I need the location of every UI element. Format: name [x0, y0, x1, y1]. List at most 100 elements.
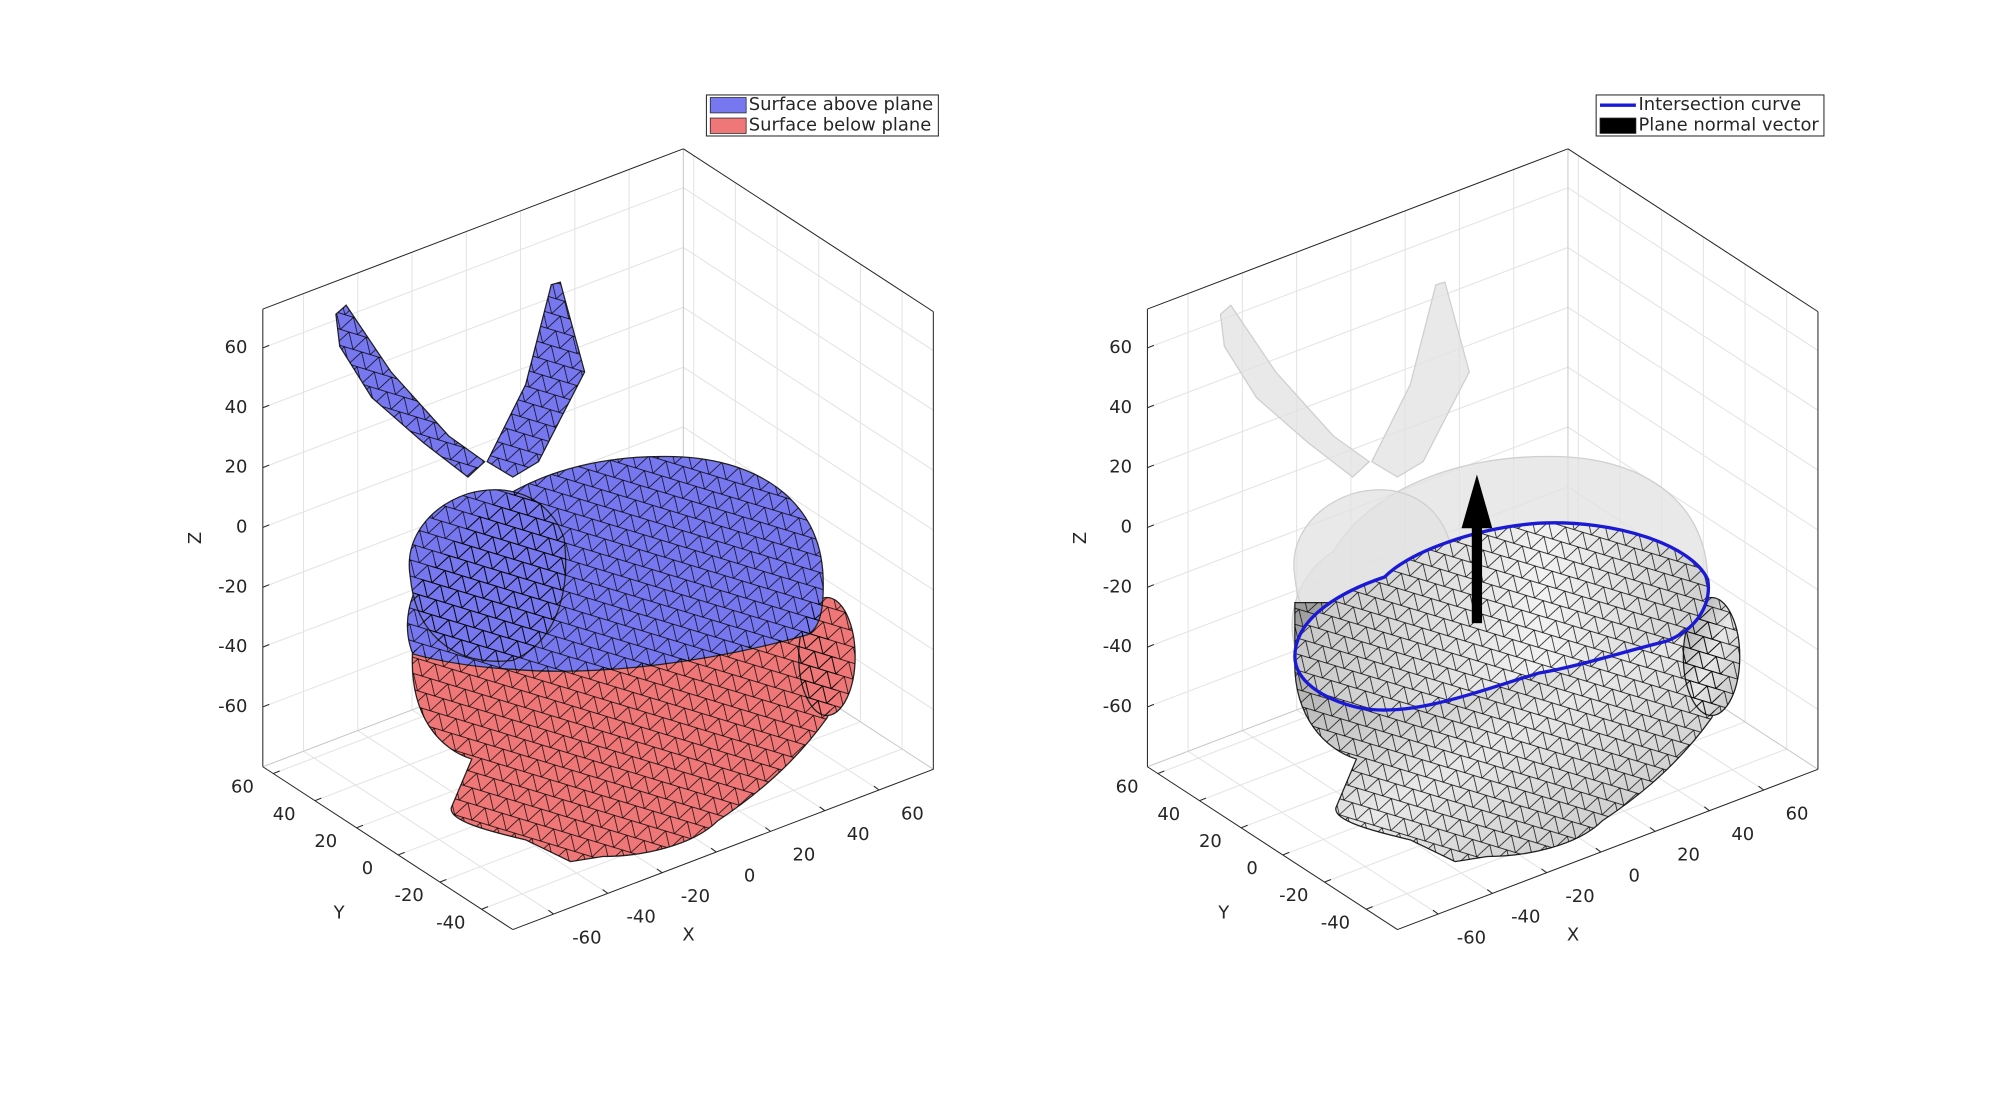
tick-mark: [1432, 909, 1439, 915]
grid-line: [262, 247, 684, 409]
grid-line: [1567, 306, 1819, 471]
tick-mark: [262, 584, 270, 588]
z-tick-label: 60: [225, 337, 248, 358]
box-edge: [1397, 768, 1819, 931]
x-tick-label: 40: [1731, 824, 1754, 845]
tick-mark: [262, 644, 270, 648]
grid-line: [1147, 247, 1569, 409]
y-tick-label: 20: [1199, 831, 1222, 852]
tick-mark: [1147, 524, 1155, 528]
z-tick-label: -60: [218, 696, 247, 717]
grid-line: [1567, 187, 1819, 351]
tick-mark: [1199, 797, 1207, 802]
legend-swatch: [1599, 117, 1637, 134]
tick-mark: [1147, 464, 1155, 469]
x-axis-label: X: [1567, 924, 1579, 945]
tick-mark: [481, 906, 489, 910]
grid-line: [1187, 750, 1439, 915]
tick-mark: [1157, 770, 1165, 775]
z-tick-label: 0: [1121, 516, 1132, 537]
z-tick-label: -20: [218, 576, 247, 597]
z-axis-label: Z: [1070, 532, 1091, 544]
legend-label: Surface above plane: [749, 94, 934, 115]
x-tick-label: 0: [744, 865, 755, 886]
grid-line: [262, 306, 684, 469]
legend-label: Intersection curve: [1638, 94, 1801, 115]
z-tick-label: -40: [218, 636, 247, 657]
legend-label: Surface below plane: [749, 115, 932, 136]
tick-mark: [1758, 785, 1764, 791]
legend-label: Plane normal vector: [1638, 115, 1819, 136]
z-tick-label: 0: [236, 516, 247, 537]
tick-mark: [1595, 847, 1602, 853]
legend-swatch: [709, 117, 747, 134]
y-tick-label: 60: [1116, 777, 1139, 798]
z-tick-label: 40: [1109, 397, 1132, 418]
y-axis-label: Y: [333, 903, 345, 924]
tick-mark: [873, 785, 880, 791]
z-tick-label: 20: [225, 457, 248, 478]
tick-mark: [1147, 703, 1155, 708]
y-tick-label: 60: [231, 777, 254, 798]
x-tick-label: 60: [901, 803, 924, 824]
tick-mark: [602, 889, 609, 894]
tick-mark: [1147, 404, 1155, 409]
grid-line: [1147, 366, 1569, 528]
box-edge: [683, 148, 934, 313]
box-edge: [262, 148, 684, 310]
y-tick-label: 20: [314, 831, 337, 852]
box-edge: [1147, 148, 1569, 310]
x-tick-label: 40: [847, 824, 870, 845]
x-axis-label: X: [682, 924, 694, 945]
legend-swatch: [709, 97, 747, 114]
tick-mark: [1541, 868, 1547, 874]
tick-mark: [1649, 827, 1656, 832]
tick-mark: [262, 404, 270, 409]
grid-line: [683, 366, 934, 531]
box-edge: [262, 766, 514, 931]
x-tick-label: 60: [1786, 803, 1809, 824]
box-edge: [1147, 766, 1398, 931]
grid-line: [1567, 366, 1819, 531]
grid-line: [1147, 187, 1569, 349]
x-tick-label: 20: [792, 845, 815, 866]
tick-mark: [1486, 889, 1493, 894]
grid-line: [262, 366, 684, 528]
z-tick-label: 20: [1109, 457, 1132, 478]
tick-mark: [439, 879, 447, 883]
tick-mark: [1147, 344, 1155, 349]
tick-mark: [1282, 851, 1290, 856]
grid-line: [683, 306, 934, 471]
y-tick-label: 0: [1246, 858, 1257, 879]
tick-mark: [1365, 906, 1373, 910]
x-tick-label: 0: [1629, 865, 1640, 886]
tick-mark: [1147, 644, 1155, 648]
y-tick-label: 40: [273, 804, 296, 825]
grid-line: [262, 187, 684, 349]
box-edge: [1567, 148, 1819, 313]
y-tick-label: -40: [436, 912, 465, 933]
tick-mark: [1324, 879, 1332, 883]
tick-mark: [1703, 806, 1710, 812]
tick-mark: [356, 824, 364, 829]
z-tick-label: 60: [1109, 337, 1132, 358]
mesh-overlay: [335, 282, 856, 862]
normal-arrow-head: [1461, 474, 1493, 529]
y-tick-label: -20: [1279, 885, 1308, 906]
tick-mark: [262, 524, 270, 528]
tick-mark: [314, 797, 322, 802]
x-tick-label: -40: [626, 907, 655, 928]
tick-mark: [273, 770, 280, 775]
tick-mark: [656, 868, 663, 874]
z-axis-label: Z: [185, 532, 206, 544]
grid-line: [1567, 247, 1819, 411]
z-tick-label: -40: [1103, 636, 1132, 657]
y-tick-label: 0: [362, 858, 373, 879]
x-tick-label: -20: [681, 886, 710, 907]
grid-line: [303, 750, 554, 915]
y-tick-label: -20: [394, 885, 423, 906]
x-tick-label: -40: [1511, 907, 1540, 928]
